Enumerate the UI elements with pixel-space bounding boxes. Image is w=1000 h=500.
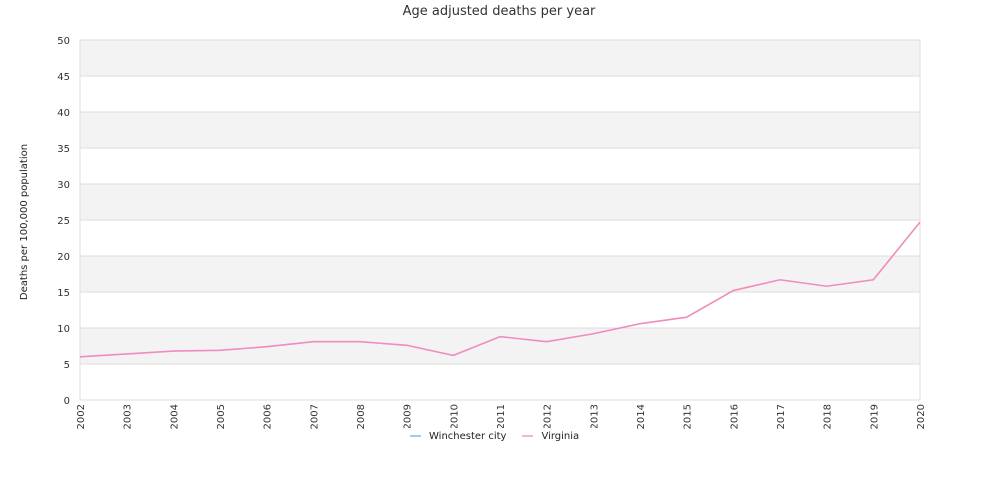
grid-band [80,328,920,364]
legend: Winchester city Virginia [404,428,602,444]
y-tick-label: 50 [57,36,70,47]
legend-swatch [410,435,421,437]
grid-band [80,76,920,112]
y-tick-label: 0 [64,396,70,407]
x-tick-label: 2004 [169,404,180,429]
chart-title: Age adjusted deaths per year [403,4,596,19]
legend-swatch [522,435,534,437]
y-tick-label: 5 [64,360,70,371]
x-tick-label: 2020 [916,404,927,429]
legend-item-virginia[interactable]: Virginia [522,431,579,442]
series-line-virginia [79,221,921,358]
x-tick-label: 2014 [636,404,647,429]
y-tick-label: 15 [57,288,70,299]
legend-item-winchester-city[interactable]: Winchester city [410,431,506,442]
y-tick-label: 30 [57,180,70,191]
grid-band [80,364,920,400]
y-tick-label: 10 [57,324,70,335]
y-tick-label: 35 [57,144,70,155]
x-tick-label: 2015 [683,404,694,429]
x-tick-label: 2018 [823,404,834,429]
x-tick-label: 2009 [403,404,414,429]
grid-band [80,40,920,76]
y-tick-label: 25 [57,216,70,227]
x-tick-label: 2017 [776,404,787,429]
x-tick-label: 2005 [216,404,227,429]
x-tick-label: 2013 [589,404,600,429]
grid-band [80,220,920,256]
y-tick-label: 20 [57,252,70,263]
x-tick-label: 2010 [449,404,460,429]
legend-label: Winchester city [429,430,507,442]
legend-label: Virginia [541,430,580,442]
y-tick-label: 40 [57,108,70,119]
x-tick-label: 2002 [76,404,87,429]
x-tick-label: 2003 [123,404,134,429]
grid-band [80,292,920,328]
grid-band [80,112,920,148]
x-tick-label: 2011 [496,404,507,429]
y-tick-label: 45 [57,72,70,83]
grid-band [80,256,920,292]
grid-band [80,148,920,184]
y-axis-label: Deaths per 100,000 population [19,144,30,300]
x-tick-label: 2012 [543,404,554,429]
x-tick-label: 2019 [869,404,880,429]
x-tick-label: 2016 [729,404,740,429]
x-tick-label: 2006 [263,404,274,429]
x-tick-label: 2008 [356,404,367,429]
grid-band [80,184,920,220]
x-tick-label: 2007 [309,404,320,429]
